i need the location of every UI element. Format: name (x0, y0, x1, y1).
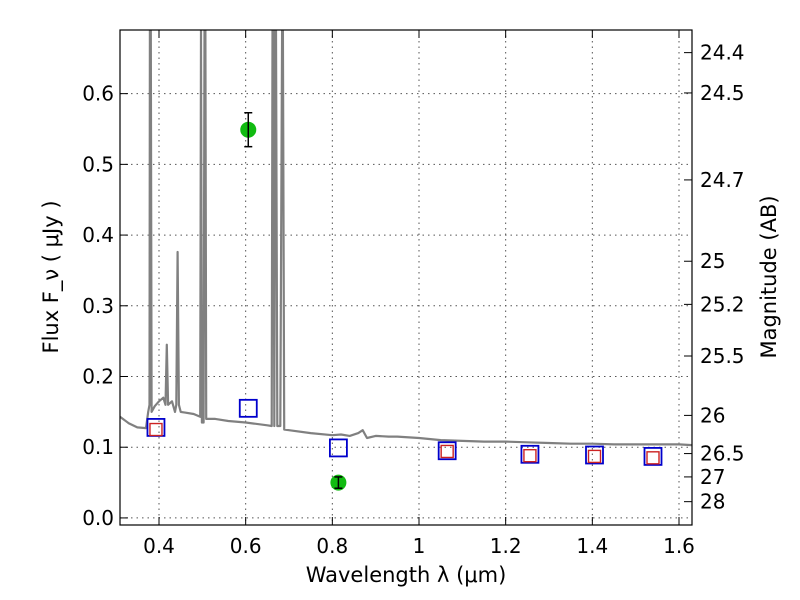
x-tick-label: 0.6 (230, 534, 262, 558)
model_blue-square (328, 438, 348, 458)
right-tick-label: 25.5 (700, 344, 745, 368)
x-tick-label: 1.4 (576, 534, 608, 558)
right-tick-label: 24.4 (700, 41, 745, 65)
y-tick-label: 0.6 (82, 82, 114, 106)
right-tick-label: 27 (700, 465, 725, 489)
x-tick-label: 1 (413, 534, 426, 558)
model_red-square (646, 451, 660, 465)
x-tick-label: 1.2 (490, 534, 522, 558)
y-tick-label: 0.3 (82, 294, 114, 318)
model_blue-square (238, 398, 258, 418)
right-tick-label: 28 (700, 490, 725, 514)
x-tick-label: 0.4 (143, 534, 175, 558)
y-axis-label: Flux F_ν ( μJy ) (39, 200, 64, 353)
y-tick-label: 0.1 (82, 435, 114, 459)
model_blue-square (520, 444, 540, 464)
model_blue-square (437, 441, 457, 461)
x-tick-label: 1.6 (663, 534, 695, 558)
right-tick-label: 26.5 (700, 442, 745, 466)
grid (120, 30, 692, 525)
y-tick-label: 0.2 (82, 365, 114, 389)
y-tick-label: 0.0 (82, 506, 114, 530)
y-tick-label: 0.5 (82, 152, 114, 176)
right-tick-label: 25.2 (700, 292, 745, 316)
model_blue-square (643, 447, 663, 466)
spectrum-line (120, 30, 692, 447)
model_blue-square (585, 445, 604, 465)
model_red-square (440, 444, 454, 459)
y-axis-right-label: Magnitude (AB) (757, 195, 781, 358)
plot-area (120, 30, 692, 491)
model_red-square (149, 422, 163, 437)
right-tick-label: 25 (700, 249, 725, 273)
model_red-square (587, 449, 602, 464)
right-tick-label: 24.5 (700, 81, 745, 105)
y-tick-label: 0.4 (82, 223, 114, 247)
model_red-square (523, 449, 537, 463)
plot-frame (119, 29, 693, 526)
right-tick-label: 26 (700, 403, 725, 427)
axis-ticks: 0.4 0.6 0.8 1 1.2 1.4 1.6 0.0 0.1 0.2 0.3 0.4 0.5 0.6… (82, 30, 745, 558)
right-tick-label: 24.7 (700, 168, 745, 192)
x-tick-label: 0.8 (316, 534, 348, 558)
x-axis-label: Wavelength λ (μm) (306, 563, 507, 587)
